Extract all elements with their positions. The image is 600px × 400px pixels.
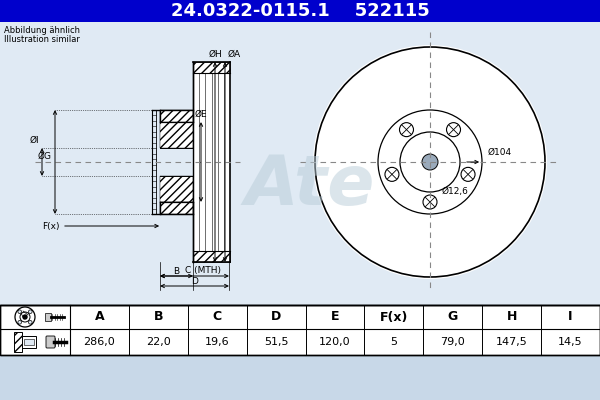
Text: D: D bbox=[191, 276, 199, 286]
Bar bbox=[160, 202, 193, 214]
Text: 22,0: 22,0 bbox=[146, 337, 171, 347]
Text: C (MTH): C (MTH) bbox=[185, 266, 221, 276]
Text: 14,5: 14,5 bbox=[558, 337, 583, 347]
Text: F(x): F(x) bbox=[43, 222, 60, 230]
Circle shape bbox=[23, 315, 27, 319]
Text: B: B bbox=[173, 266, 179, 276]
Circle shape bbox=[29, 320, 32, 324]
Circle shape bbox=[29, 310, 32, 314]
Text: Ø12,6: Ø12,6 bbox=[442, 187, 469, 196]
Text: D: D bbox=[271, 310, 281, 324]
Text: 79,0: 79,0 bbox=[440, 337, 465, 347]
Bar bbox=[160, 110, 193, 122]
Text: 120,0: 120,0 bbox=[319, 337, 351, 347]
Text: ØA: ØA bbox=[228, 50, 241, 59]
Circle shape bbox=[18, 310, 22, 314]
Text: 147,5: 147,5 bbox=[496, 337, 527, 347]
Bar bbox=[159, 148, 194, 176]
Bar bbox=[45, 313, 51, 321]
Text: F(x): F(x) bbox=[380, 310, 408, 324]
Bar bbox=[24, 339, 34, 345]
Bar bbox=[0, 305, 600, 355]
Text: E: E bbox=[331, 310, 339, 324]
Text: 24.0322-0115.1    522115: 24.0322-0115.1 522115 bbox=[170, 2, 430, 20]
Text: 19,6: 19,6 bbox=[205, 337, 230, 347]
Text: Illustration similar: Illustration similar bbox=[4, 35, 80, 44]
Text: B: B bbox=[154, 310, 163, 324]
Bar bbox=[0, 22, 600, 305]
Circle shape bbox=[18, 320, 22, 324]
Bar bbox=[160, 176, 193, 202]
Text: G: G bbox=[448, 310, 458, 324]
Text: Abbildung ähnlich: Abbildung ähnlich bbox=[4, 26, 80, 35]
Bar bbox=[0, 0, 600, 22]
Text: ØG: ØG bbox=[38, 152, 52, 160]
Text: C: C bbox=[212, 310, 222, 324]
Bar bbox=[14, 332, 22, 352]
Bar bbox=[0, 305, 600, 355]
Text: H: H bbox=[506, 310, 517, 324]
Bar bbox=[193, 62, 230, 73]
Text: 286,0: 286,0 bbox=[83, 337, 115, 347]
Text: ØH: ØH bbox=[208, 50, 222, 59]
Text: A: A bbox=[95, 310, 104, 324]
Circle shape bbox=[313, 45, 547, 279]
Bar bbox=[160, 110, 193, 214]
Bar bbox=[22, 336, 36, 348]
Circle shape bbox=[422, 154, 438, 170]
Text: ØE: ØE bbox=[194, 110, 208, 119]
Text: ØI: ØI bbox=[29, 136, 39, 145]
Text: 5: 5 bbox=[391, 337, 397, 347]
Text: I: I bbox=[568, 310, 573, 324]
Bar bbox=[193, 62, 230, 262]
FancyBboxPatch shape bbox=[46, 336, 55, 348]
Bar bbox=[193, 251, 230, 262]
Bar bbox=[160, 122, 193, 148]
Text: Ø104: Ø104 bbox=[488, 148, 512, 157]
Text: 51,5: 51,5 bbox=[264, 337, 289, 347]
Text: Ate: Ate bbox=[245, 152, 375, 218]
